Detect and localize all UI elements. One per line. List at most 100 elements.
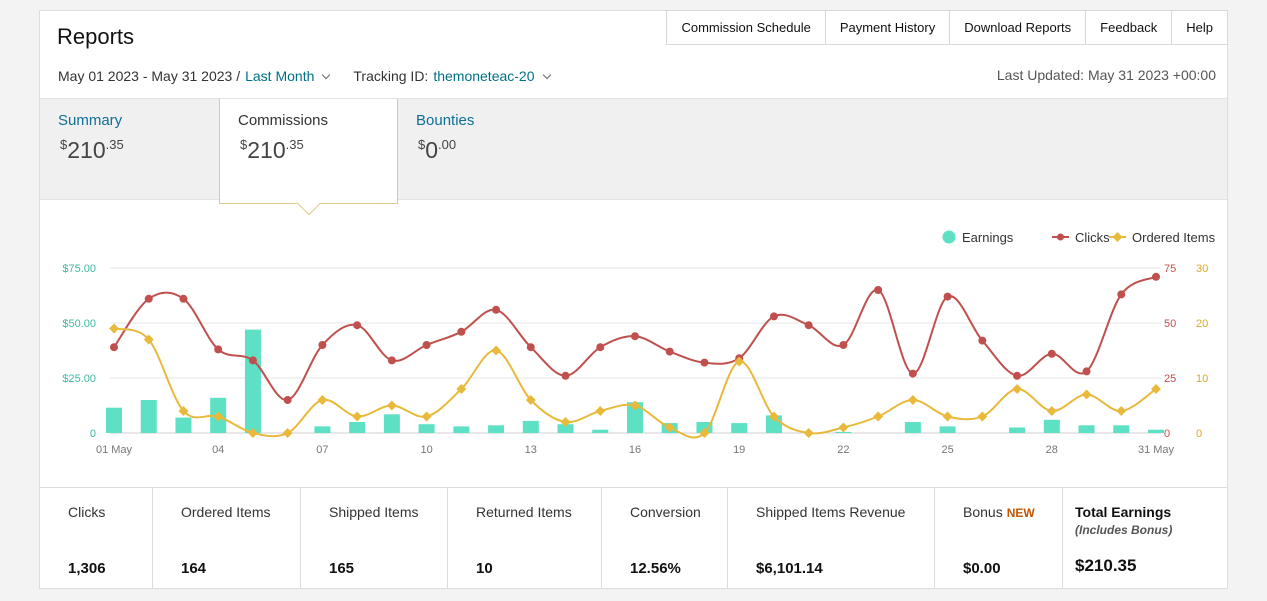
ordered-items-point (595, 406, 606, 416)
x-axis-tick-label: 19 (733, 444, 745, 456)
tab-amount: $210.35 (240, 137, 304, 163)
stat-shipped-items-revenue: Shipped Items Revenue $6,101.14 (728, 488, 935, 589)
ordered-items-point (247, 428, 258, 438)
right-axis-tick-label: 50 (1164, 318, 1176, 330)
earnings-bar (904, 422, 921, 433)
ordered-items-point (942, 411, 953, 422)
date-preset-label: Last Month (245, 68, 315, 84)
ordered-items-point (560, 417, 571, 427)
tab-summary[interactable]: Summary $210.35 (40, 99, 218, 200)
earnings-bar (592, 429, 609, 433)
ordered-items-point (873, 411, 884, 422)
right-axis-tick-label: 0 (1196, 428, 1202, 440)
earnings-bar (244, 329, 261, 433)
legend-marker-clicks (1057, 233, 1064, 241)
left-axis-tick-label: $75.00 (62, 263, 96, 275)
ordered-items-point (699, 428, 710, 438)
tab-label: Bounties (416, 112, 475, 129)
clicks-point (769, 312, 778, 321)
clicks-point (492, 305, 501, 314)
ordered-items-point (109, 323, 119, 334)
commission-schedule-link[interactable]: Commission Schedule (666, 10, 826, 45)
clicks-point (353, 321, 362, 330)
clicks-point (1047, 349, 1056, 358)
clicks-point (943, 292, 952, 301)
earnings-bar (453, 426, 470, 433)
earnings-bar (349, 422, 366, 433)
x-axis-tick-label: 04 (212, 444, 224, 456)
clicks-point (561, 371, 570, 380)
x-axis-tick-label: 07 (316, 444, 328, 456)
stat-clicks: Clicks 1,306 (40, 488, 153, 589)
earnings-bar (418, 424, 435, 433)
tab-label: Commissions (238, 112, 329, 129)
tab-bounties[interactable]: Bounties $0.00 (398, 99, 576, 200)
stat-value: 1,306 (68, 560, 106, 577)
stat-value: $210.35 (1075, 556, 1137, 575)
stat-value: $0.00 (963, 560, 1001, 577)
clicks-point (839, 341, 848, 349)
clicks-point (283, 396, 292, 404)
date-preset-dropdown[interactable]: Last Month (245, 68, 331, 84)
earnings-bar (1009, 427, 1026, 433)
earnings-bar (696, 422, 713, 433)
page-title: Reports (57, 24, 135, 49)
clicks-point (214, 345, 223, 354)
x-axis-tick-label: 22 (837, 444, 849, 456)
stat-label: Returned Items (476, 504, 572, 520)
earnings-bar (175, 417, 192, 433)
ordered-items-point (1116, 406, 1127, 416)
left-axis-tick-label: $25.00 (62, 373, 96, 385)
x-axis-tick-label: 10 (420, 444, 432, 456)
stat-conversion: Conversion 12.56% (602, 488, 728, 589)
stat-label: Ordered Items (181, 504, 271, 520)
right-axis-tick-label: 0 (1164, 428, 1170, 440)
tab-amount: $210.35 (60, 137, 124, 163)
earnings-bar (1078, 425, 1095, 433)
earnings-bar (140, 400, 157, 433)
earnings-bar (627, 402, 643, 433)
ordered-items-point (491, 345, 502, 356)
payment-history-link[interactable]: Payment History (825, 10, 951, 45)
stat-bonus: Bonus NEW $0.00 (935, 488, 1063, 589)
x-axis-tick-label: 01 May (96, 444, 133, 456)
stats-row: Clicks 1,306 Ordered Items 164 Shipped Items… (40, 487, 1227, 589)
stat-label: Shipped Items (329, 504, 419, 520)
ordered-items-point (1012, 384, 1023, 394)
stat-returned-items: Returned Items 10 (448, 488, 602, 589)
clicks-point (422, 341, 431, 349)
chevron-down-icon (322, 70, 331, 80)
clicks-point (631, 332, 639, 341)
tab-commissions[interactable]: Commissions $210.35 (219, 99, 398, 216)
clicks-point (978, 336, 987, 345)
earnings-bar (1148, 429, 1164, 433)
clicks-point (526, 343, 535, 352)
download-reports-link[interactable]: Download Reports (950, 10, 1087, 45)
right-axis-tick-label: 10 (1196, 373, 1208, 385)
clicks-point (318, 341, 327, 349)
stat-value: 12.56% (630, 560, 681, 577)
earnings-bar (1043, 419, 1060, 433)
clicks-point (908, 369, 917, 378)
tab-label: Summary (58, 112, 123, 129)
earnings-bar (488, 425, 505, 433)
stat-label: Total Earnings (1075, 504, 1172, 520)
ordered-items-point (630, 400, 640, 411)
ordered-items-point (317, 395, 328, 405)
stat-ordered-items: Ordered Items 164 (153, 488, 301, 589)
clicks-point (804, 321, 813, 330)
reports-card: Reports Commission Schedule Payment Hist… (39, 10, 1228, 589)
stat-value: 165 (329, 560, 355, 577)
ordered-items-point (282, 428, 293, 438)
help-link[interactable]: Help (1172, 10, 1228, 45)
feedback-link[interactable]: Feedback (1086, 10, 1173, 45)
chevron-down-icon (542, 70, 551, 80)
tracking-id-dropdown[interactable]: themoneteac-20 (433, 68, 551, 84)
earnings-bar (731, 423, 748, 433)
x-axis-tick-label: 25 (941, 444, 953, 456)
earnings-bar (835, 431, 852, 433)
clicks-point (179, 294, 188, 303)
stat-label: Shipped Items Revenue (756, 504, 906, 520)
x-axis-tick-label: 16 (629, 444, 641, 456)
legend-marker-ordered-items (1112, 232, 1123, 242)
